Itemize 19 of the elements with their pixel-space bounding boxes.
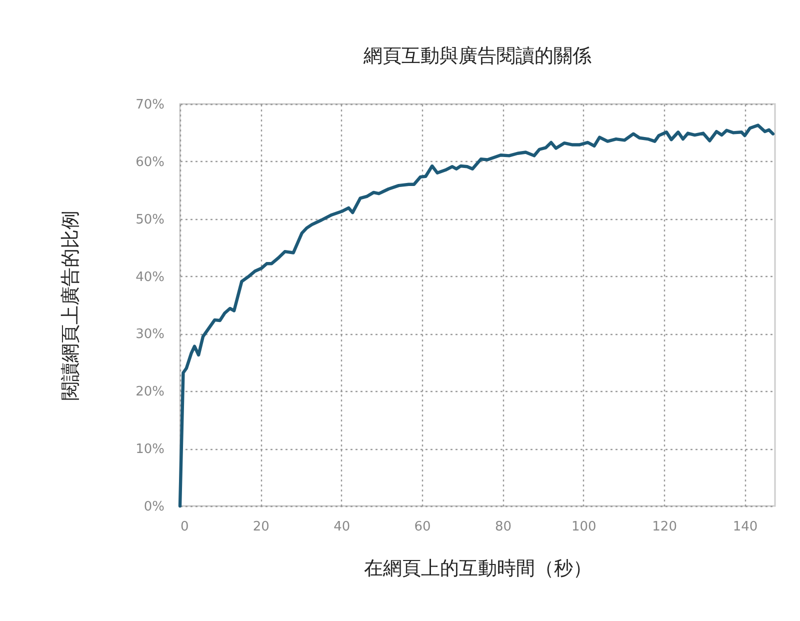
- x-tick-label: 120: [652, 520, 677, 534]
- x-tick-label: 0: [180, 520, 189, 534]
- y-axis-title: 閱讀網頁上廣告的比例: [60, 210, 82, 400]
- x-tick-label: 100: [571, 520, 596, 534]
- x-tick-label: 20: [252, 520, 270, 534]
- x-tick-label: 60: [414, 520, 431, 534]
- x-tick-label: 80: [494, 520, 512, 534]
- x-tick-label: 40: [334, 520, 350, 534]
- y-tick-label: 40%: [136, 270, 164, 285]
- y-tick-label: 60%: [136, 154, 164, 170]
- y-tick-label: 0%: [144, 500, 164, 514]
- y-tick-label: 70%: [136, 98, 164, 112]
- chart-title: 網頁互動與廣告閱讀的關係: [362, 45, 592, 67]
- y-tick-label: 10%: [136, 442, 164, 458]
- x-tick-label: 140: [732, 520, 758, 534]
- y-tick-label: 30%: [136, 327, 164, 342]
- y-tick-label: 50%: [136, 212, 164, 228]
- x-axis-title: 在網頁上的互動時間（秒）: [364, 558, 592, 580]
- y-tick-label: 20%: [136, 384, 164, 400]
